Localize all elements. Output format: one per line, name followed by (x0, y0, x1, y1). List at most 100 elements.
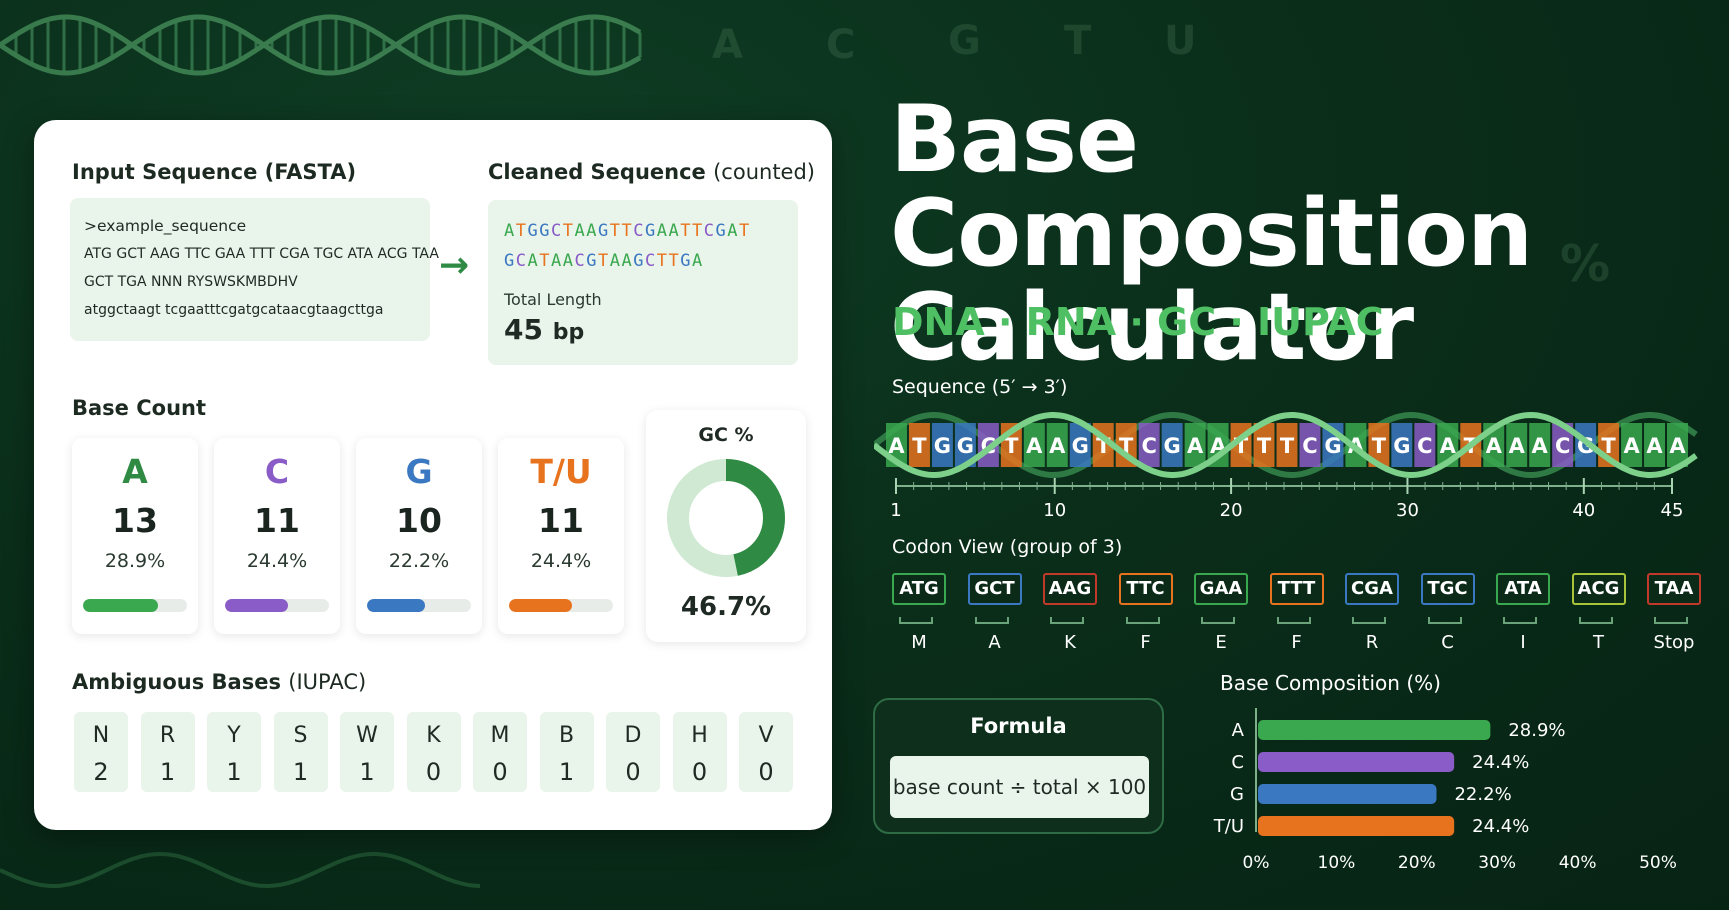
base-progress-fill (83, 599, 159, 612)
nucleotide-letter: A (727, 221, 739, 241)
nucleotide-letter: A (504, 221, 516, 241)
helix-base-letter: A (1623, 434, 1640, 458)
amino-acid-label: T (1593, 632, 1604, 653)
iupac-count: 1 (226, 758, 242, 786)
nucleotide-letter: G (645, 221, 657, 241)
helix-base-pair (954, 423, 976, 467)
codon-bracket (1578, 617, 1613, 624)
chart-category-label: G (1230, 784, 1244, 805)
formula-text: base count ÷ total × 100 (890, 756, 1149, 818)
base-count: 11 (538, 501, 584, 540)
nucleotide-letter: G (504, 251, 516, 271)
fasta-line: GCT TGA NNN RYSWSKMBDHV (84, 274, 298, 290)
iupac-count: 0 (758, 758, 774, 786)
bg-letter-u: U (1164, 18, 1197, 64)
helix-base-letter: A (1669, 434, 1686, 458)
amino-acid-label: F (1140, 632, 1151, 653)
calculator-panel: Input Sequence (FASTA) >example_sequence… (34, 120, 832, 830)
helix-base-letter: T (1372, 434, 1387, 458)
helix-base-letter: G (934, 434, 951, 458)
nucleotide-letter: G (527, 221, 540, 241)
nucleotide-letter: T (515, 221, 528, 241)
nucleotide-letter: T (539, 251, 551, 271)
amino-acid-label: M (911, 632, 927, 653)
codon-box: TTT (1269, 573, 1324, 605)
helix-base-pair (1552, 423, 1574, 467)
iupac-count: 0 (625, 758, 641, 786)
base-progress-bar (83, 599, 187, 612)
base-progress-bar (509, 599, 613, 612)
nucleotide-letter: T (680, 221, 692, 241)
page-subtitle: DNA · RNA · GC · IUPAC (892, 300, 1384, 344)
base-count: 13 (112, 501, 158, 540)
nucleotide-letter: T (692, 221, 704, 241)
fasta-input-box[interactable]: >example_sequence ATG GCT AAG TTC GAA TT… (70, 198, 439, 341)
nucleotide-letter: A (668, 221, 681, 241)
nucleotide-letter: G (539, 221, 551, 241)
helix-base-pair (1506, 423, 1528, 467)
iupac-code: Y (227, 723, 241, 748)
helix-base-letter: A (1049, 434, 1066, 458)
helix-base-pair (931, 423, 953, 467)
nucleotide-letter: C (515, 251, 528, 271)
codon-view-label: Codon View (group of 3) (892, 536, 1123, 558)
input-sequence-title: Input Sequence (FASTA) (72, 160, 357, 184)
helix-base-pair (1023, 423, 1045, 467)
nucleotide-letter: C (633, 221, 645, 241)
iupac-code: K (426, 723, 441, 748)
helix-base-letter: C (1555, 434, 1570, 458)
chart-category-label: T/U (1213, 816, 1244, 837)
cleaned-sequence-line: GCATAACGTAAGCTTGA (504, 246, 782, 276)
cleaned-sequence-title: Cleaned Sequence (counted) (488, 160, 815, 184)
amino-acid-label: A (988, 632, 1001, 653)
fasta-line: ATG GCT AAG TTC GAA TTT CGA TGC ATA ACG … (84, 246, 439, 262)
base-letter: A (122, 452, 148, 491)
base-card-c: C 11 24.4% (214, 438, 340, 634)
nucleotide-letter: C (645, 251, 657, 271)
chart-category-label: A (1232, 720, 1245, 741)
bg-letter-a: A (712, 22, 743, 68)
base-percent: 28.9% (104, 550, 166, 572)
codon-bracket (1352, 617, 1386, 624)
codon-bracket (1276, 617, 1311, 624)
iupac-count: 1 (558, 758, 575, 786)
amino-acid-label: E (1215, 632, 1227, 653)
bg-letter-t: T (1064, 18, 1092, 64)
iupac-code: S (293, 723, 308, 748)
helix-base-letter: A (888, 434, 905, 458)
helix-base-letter: G (1324, 434, 1341, 458)
helix-base-letter: T (1280, 434, 1295, 458)
helix-base-pair (1276, 423, 1298, 467)
helix-base-pair (1667, 423, 1688, 467)
arrow-right-icon: → (439, 245, 470, 286)
chart-value-label: 28.9% (1508, 720, 1565, 741)
iupac-count: 0 (425, 758, 442, 786)
nucleotide-letter: A (692, 251, 704, 271)
chart-x-tick-label: 10% (1318, 853, 1356, 873)
helix-base-pair (1253, 423, 1275, 467)
page-title: Base Composition Calculator (890, 85, 1533, 381)
ruler-tick-label: 45 (1661, 500, 1684, 521)
helix-base-pair (1391, 423, 1413, 467)
codon-bracket (1050, 617, 1084, 624)
base-progress-fill (367, 599, 425, 612)
sequence-ruler: 1 10 20 30 40 45 (890, 478, 1684, 521)
codon-bracket (1427, 617, 1462, 624)
base-progress-fill (225, 599, 289, 612)
nucleotide-letter: T (621, 221, 634, 241)
nucleotide-letter: A (656, 221, 669, 241)
codon-bracket (899, 617, 933, 624)
chart-bar (1258, 720, 1491, 740)
base-count-title: Base Count (72, 396, 207, 420)
iupac-count: 0 (492, 758, 508, 786)
bg-letter-g: G (948, 18, 981, 64)
nucleotide-letter: C (574, 251, 587, 271)
formula-title: Formula (970, 714, 1067, 738)
nucleotide-letter: T (668, 251, 681, 271)
nucleotide-letter: A (586, 221, 598, 241)
